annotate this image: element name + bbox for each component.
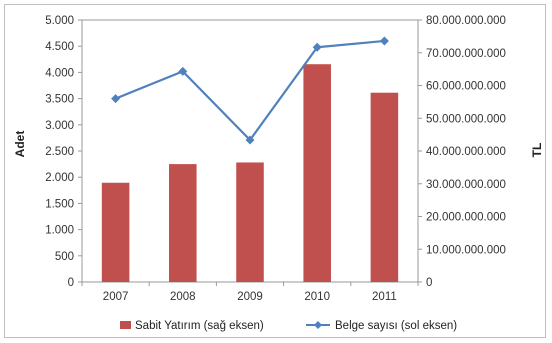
point-2008 (178, 66, 188, 76)
right-axis-title: TL (530, 143, 544, 158)
point-2011 (379, 36, 389, 46)
x-tick-label: 2011 (372, 291, 397, 303)
left-tick-label: 0 (68, 277, 74, 289)
left-tick-label: 1.000 (45, 225, 74, 237)
bar-2011 (370, 92, 399, 282)
point-2009 (245, 135, 255, 145)
legend-line-label: Belge sayısı (sol eksen) (335, 320, 457, 332)
left-tick-label: 4.000 (45, 67, 74, 79)
x-tick-label: 2007 (103, 291, 129, 303)
right-axis: 0 10.000.000.000 20.000.000.000 30.000.000.… (418, 15, 506, 289)
legend: Sabit Yatırım (sağ eksen) Belge sayısı (… (120, 320, 457, 332)
bar-2008 (169, 164, 197, 282)
right-tick-label: 60.000.000.000 (426, 81, 506, 93)
point-2007 (111, 94, 121, 104)
right-tick-label: 50.000.000.000 (426, 113, 506, 125)
bar-2009 (236, 162, 264, 282)
line-series (111, 36, 389, 145)
left-tick-label: 500 (55, 251, 74, 263)
left-axis: 0 500 1.000 1.500 2.000 2.500 3.000 3.500 4.000 4… (45, 15, 82, 289)
bar-2010 (303, 64, 331, 283)
left-tick-label: 4.500 (45, 41, 74, 53)
point-2010 (312, 42, 322, 52)
right-tick-label: 10.000.000.000 (426, 244, 506, 256)
right-tick-label: 40.000.000.000 (426, 146, 506, 158)
right-tick-label: 20.000.000.000 (426, 212, 506, 224)
x-tick-label: 2008 (170, 291, 196, 303)
bar-series (101, 64, 399, 283)
bar-2007 (101, 182, 130, 282)
left-tick-label: 3.000 (45, 120, 74, 132)
left-tick-label: 5.000 (45, 15, 74, 27)
x-tick-label: 2010 (304, 291, 330, 303)
left-tick-label: 3.500 (45, 94, 74, 106)
legend-line-marker (314, 321, 322, 329)
left-tick-label: 1.500 (45, 198, 74, 210)
legend-bar-swatch (120, 321, 131, 329)
left-axis-title: Adet (13, 131, 27, 158)
right-tick-label: 80.000.000.000 (426, 15, 506, 27)
right-tick-label: 0 (426, 277, 432, 289)
legend-bar-label: Sabit Yatırım (sağ eksen) (135, 320, 264, 332)
left-tick-label: 2.000 (45, 172, 74, 184)
left-tick-label: 2.500 (45, 146, 74, 158)
x-axis: 2007 2008 2009 2010 2011 (81, 282, 419, 303)
right-tick-label: 70.000.000.000 (426, 48, 506, 60)
right-tick-label: 30.000.000.000 (426, 179, 506, 191)
x-tick-label: 2009 (237, 291, 263, 303)
